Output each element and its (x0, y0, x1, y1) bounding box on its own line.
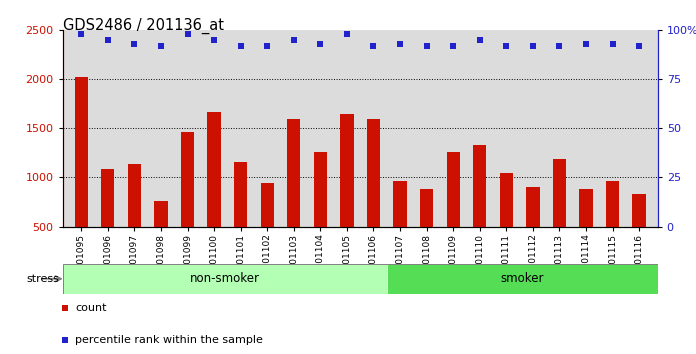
Text: GDS2486 / 201136_at: GDS2486 / 201136_at (63, 18, 223, 34)
Point (341, 31, 352, 37)
Point (288, 37, 299, 43)
Bar (340, 114, 354, 227)
Bar (473, 145, 487, 227)
Bar (128, 164, 141, 227)
Point (315, 41, 326, 47)
Point (76, 31, 87, 37)
Point (421, 43, 432, 48)
Point (209, 37, 220, 43)
Bar (553, 159, 566, 227)
Text: non-smoker: non-smoker (190, 272, 260, 285)
Point (607, 41, 618, 47)
Bar (314, 152, 327, 227)
Point (395, 41, 406, 47)
Point (633, 43, 644, 48)
Bar (367, 119, 380, 227)
Bar (260, 183, 274, 227)
Point (155, 43, 166, 48)
Point (129, 41, 140, 47)
Bar (207, 112, 221, 227)
Bar (579, 189, 592, 227)
Bar (155, 201, 168, 227)
Text: stress: stress (26, 274, 59, 284)
Point (448, 43, 459, 48)
Bar (101, 169, 114, 227)
Bar (181, 132, 194, 227)
Bar (500, 172, 513, 227)
Point (500, 43, 512, 48)
Text: count: count (75, 303, 106, 313)
Point (235, 43, 246, 48)
Bar (287, 119, 301, 227)
Bar (387, 264, 658, 294)
Bar (633, 194, 646, 227)
Text: percentile rank within the sample: percentile rank within the sample (75, 335, 263, 345)
Text: smoker: smoker (500, 272, 544, 285)
Bar (526, 187, 539, 227)
Point (182, 31, 193, 37)
Point (580, 41, 592, 47)
Bar (393, 181, 406, 227)
Point (474, 37, 485, 43)
Point (59, 337, 70, 343)
Bar (606, 181, 619, 227)
Bar (420, 189, 433, 227)
Bar (63, 264, 387, 294)
Point (528, 43, 539, 48)
Point (59, 305, 70, 311)
Point (262, 43, 273, 48)
Bar (74, 77, 88, 227)
Bar (447, 152, 460, 227)
Point (554, 43, 565, 48)
Bar (234, 162, 247, 227)
Point (368, 43, 379, 48)
Point (102, 37, 113, 43)
